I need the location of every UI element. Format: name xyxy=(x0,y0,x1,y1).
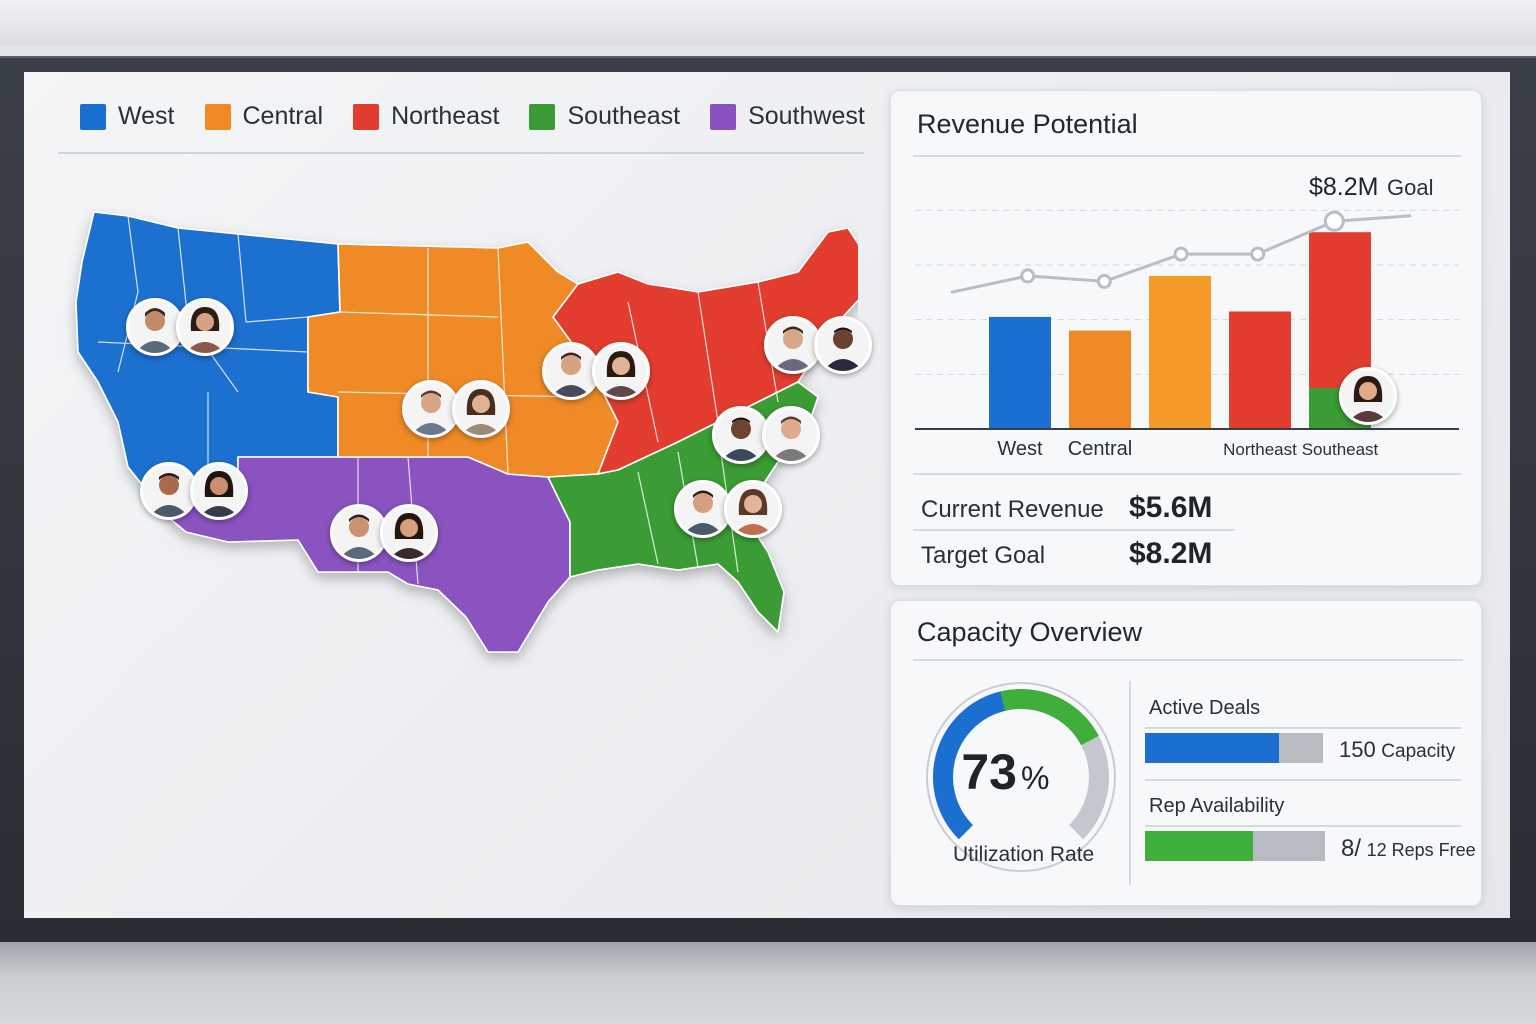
avatar[interactable] xyxy=(674,480,732,538)
category-label-3: Northeast xyxy=(1223,440,1297,459)
capacity-vertical-divider xyxy=(1129,681,1131,885)
utilization-label: Utilization Rate xyxy=(953,843,1095,866)
rep-availability-readout: 8/ 12 Reps Free xyxy=(1341,835,1476,863)
avatar[interactable] xyxy=(1339,367,1397,425)
revenue-potential-panel: Revenue Potential West Central Northeast So… xyxy=(890,90,1482,586)
active-deals-label: Active Deals xyxy=(1149,697,1261,719)
avatar[interactable] xyxy=(140,462,198,520)
capacity-overview-panel: Capacity Overview 73 % Utilization Rate … xyxy=(890,600,1482,906)
current-revenue-row: Current Revenue $5.6M xyxy=(921,491,1212,525)
monitor-stand-shadow xyxy=(0,942,1536,1024)
legend-item-northeast[interactable]: Northeast xyxy=(353,102,499,131)
rep-availability-label: Rep Availability xyxy=(1149,795,1285,817)
avatar[interactable] xyxy=(712,406,770,464)
category-label-0: West xyxy=(997,438,1043,460)
avatar[interactable] xyxy=(724,480,782,538)
chart-category-labels: West Central Northeast Southeast xyxy=(997,438,1378,460)
current-revenue-label: Current Revenue xyxy=(921,496,1104,523)
trend-point-4[interactable] xyxy=(1250,246,1266,262)
revenue-bar-3[interactable] xyxy=(1229,311,1291,429)
active-deals-value: 150 xyxy=(1339,737,1376,762)
target-goal-label: Target Goal xyxy=(921,542,1046,569)
avatar-group-northeast xyxy=(764,316,872,374)
capacity-panel-title: Capacity Overview xyxy=(917,617,1143,647)
legend-label-west: West xyxy=(118,102,175,130)
trend-points xyxy=(1020,210,1345,289)
legend-divider xyxy=(58,152,864,154)
legend-label-southeast: Southeast xyxy=(567,102,681,130)
rep-availability-bar-fill xyxy=(1145,831,1253,861)
avatar[interactable] xyxy=(452,380,510,438)
avatar[interactable] xyxy=(176,298,234,356)
legend-swatch-southwest xyxy=(710,103,737,130)
target-goal-value: $8.2M xyxy=(1129,537,1213,570)
revenue-title-divider xyxy=(913,155,1461,157)
utilization-unit: % xyxy=(1021,760,1049,796)
revenue-bar-0[interactable] xyxy=(989,316,1051,429)
trend-point-5[interactable] xyxy=(1323,210,1345,232)
legend-swatch-west xyxy=(80,103,106,130)
active-deals-readout: 150 Capacity xyxy=(1339,737,1455,763)
avatar-group-west-north xyxy=(126,298,234,356)
avatar-group-southwest xyxy=(330,504,438,562)
revenue-panel-title: Revenue Potential xyxy=(917,109,1138,139)
avatar-group-northeast-midwest xyxy=(542,342,650,400)
utilization-gauge: 73 % xyxy=(926,682,1116,872)
avatar[interactable] xyxy=(190,462,248,520)
avatar[interactable] xyxy=(126,298,184,356)
legend-item-southwest[interactable]: Southwest xyxy=(710,102,865,131)
trend-point-1[interactable] xyxy=(1020,268,1036,284)
legend-item-southeast[interactable]: Southeast xyxy=(529,102,680,131)
capacity-title-divider xyxy=(913,659,1463,661)
legend-swatch-southeast xyxy=(529,103,556,130)
rep-availability-bar xyxy=(1145,831,1325,861)
category-label-1: Central xyxy=(1068,438,1132,460)
rep-availability-divider xyxy=(1145,825,1461,827)
avatar-group-southeast-north xyxy=(712,406,820,464)
rep-availability-value: 8/ xyxy=(1341,835,1362,862)
active-deals-divider xyxy=(1145,727,1461,729)
wall-top xyxy=(0,0,1536,46)
dashboard-screen: West Central Northeast Southeast Southwe… xyxy=(24,72,1510,918)
goal-word-label: Goal xyxy=(1387,175,1433,200)
rep-availability-unit: 12 Reps Free xyxy=(1366,840,1476,860)
legend-swatch-northeast xyxy=(353,103,380,130)
revenue-bar-2[interactable] xyxy=(1149,275,1211,429)
utilization-value: 73 xyxy=(961,744,1017,800)
legend-label-southwest: Southwest xyxy=(748,102,865,130)
chart-bars xyxy=(989,232,1371,429)
trend-point-2[interactable] xyxy=(1096,273,1112,289)
capacity-row-divider xyxy=(1145,779,1461,781)
legend-swatch-central xyxy=(204,103,231,130)
active-deals-bar xyxy=(1145,733,1323,763)
avatar-group-west-south xyxy=(140,462,248,520)
current-revenue-value: $5.6M xyxy=(1129,491,1213,524)
active-deals-unit: Capacity xyxy=(1381,741,1456,762)
gauge-outer-ring xyxy=(926,682,1116,872)
revenue-chart: West Central Northeast Southeast $8.2M Goal xyxy=(915,173,1459,460)
avatar[interactable] xyxy=(814,316,872,374)
goal-amount-label: $8.2M xyxy=(1309,173,1378,201)
revenue-chart-divider xyxy=(913,473,1461,475)
avatar-group-southeast-south xyxy=(674,480,782,538)
trend-point-3[interactable] xyxy=(1173,246,1189,262)
active-deals-bar-fill xyxy=(1145,733,1279,763)
avatar[interactable] xyxy=(380,504,438,562)
legend-label-northeast: Northeast xyxy=(391,102,500,130)
revenue-stat-divider xyxy=(913,529,1235,531)
target-goal-row: Target Goal $8.2M xyxy=(921,537,1212,571)
revenue-bar-1[interactable] xyxy=(1069,330,1131,429)
legend-item-west[interactable]: West xyxy=(80,102,175,131)
category-label-4: Southeast xyxy=(1302,440,1379,459)
legend-label-central: Central xyxy=(242,102,324,130)
gauge-fill-green xyxy=(1000,689,1099,746)
avatar[interactable] xyxy=(762,406,820,464)
avatar[interactable] xyxy=(592,342,650,400)
avatar-group-central xyxy=(402,380,510,438)
region-legend: West Central Northeast Southeast Southwe… xyxy=(80,102,895,131)
gauge-fill-blue xyxy=(933,691,1006,840)
legend-item-central[interactable]: Central xyxy=(204,102,324,131)
